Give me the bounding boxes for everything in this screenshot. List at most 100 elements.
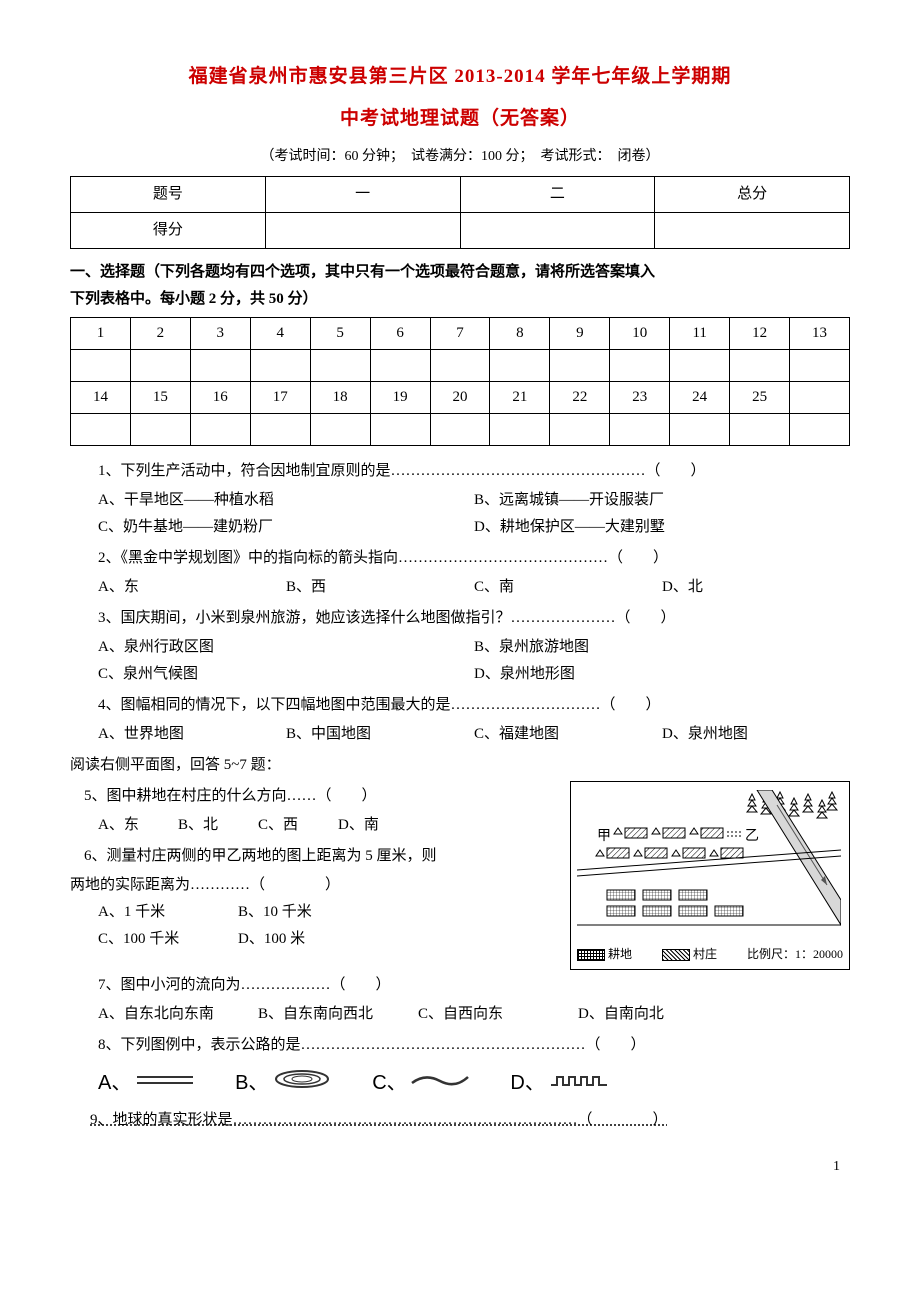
figure-left-text: 5、图中耕地在村庄的什么方向……（ ） A、东 B、北 C、西 D、南 6、测量… xyxy=(70,781,562,957)
ag-10: 10 xyxy=(610,317,670,349)
answer-grid: 1 2 3 4 5 6 7 8 9 10 11 12 13 14 15 16 1… xyxy=(70,317,850,446)
score-row-label: 得分 xyxy=(71,212,266,248)
ag-24: 24 xyxy=(670,381,730,413)
section-1-header-l2: 下列表格中。每小题 2 分，共 50 分） xyxy=(70,291,318,307)
q2-stem: 2、《黑金中学规划图》中的指向标的箭头指向……………………………………（ ） xyxy=(70,545,850,572)
ag-2: 2 xyxy=(130,317,190,349)
score-cell-3 xyxy=(655,212,850,248)
ag-3: 3 xyxy=(190,317,250,349)
scale-label: 比例尺：1：20000 xyxy=(747,944,843,966)
q4-b: B、中国地图 xyxy=(286,721,474,748)
ag-blank xyxy=(790,381,850,413)
q7-stem: 7、图中小河的流向为………………（ ） xyxy=(70,972,850,999)
q8-stem: 8、下列图例中，表示公路的是…………………………………………………（ ） xyxy=(70,1032,850,1059)
river-symbol-icon xyxy=(410,1071,470,1089)
q1-d: D、耕地保护区——大建别墅 xyxy=(474,514,850,541)
q6-a: A、1 千米 xyxy=(98,899,238,926)
exam-info: （考试时间：60 分钟； 试卷满分：100 分； 考试形式： 闭卷） xyxy=(70,144,850,169)
ag-7: 7 xyxy=(430,317,490,349)
q8-a-label: A、 xyxy=(98,1072,131,1094)
q2-b: B、西 xyxy=(286,574,474,601)
q5-a: A、东 xyxy=(98,812,178,839)
q9-stem: 9、地球的真实形状是……………………………………………………………（ ） xyxy=(70,1107,668,1134)
q1-stem: 1、下列生产活动中，符合因地制宜原则的是……………………………………………（ ） xyxy=(70,458,850,485)
q4-c: C、福建地图 xyxy=(474,721,662,748)
lake-symbol-icon xyxy=(272,1069,332,1089)
wall-symbol-icon xyxy=(549,1071,609,1089)
ag-18: 18 xyxy=(310,381,370,413)
q3-a: A、泉州行政区图 xyxy=(98,634,474,661)
title-line-2: 中考试地理试题（无答案） xyxy=(70,102,850,136)
q3-b: B、泉州旅游地图 xyxy=(474,634,850,661)
q6-stem-l2: 两地的实际距离为…………（ ） xyxy=(70,872,562,899)
q6-options: A、1 千米 B、10 千米 C、100 千米 D、100 米 xyxy=(70,899,562,953)
cultivated-blocks xyxy=(607,890,743,916)
ag-6: 6 xyxy=(370,317,430,349)
ag-13: 13 xyxy=(790,317,850,349)
q2-a: A、东 xyxy=(98,574,286,601)
section-1-header-l1: 一、选择题（下列各题均有四个选项，其中只有一个选项最符合题意，请将所选答案填入 xyxy=(70,264,655,280)
section-1-header: 一、选择题（下列各题均有四个选项，其中只有一个选项最符合题意，请将所选答案填入 … xyxy=(70,259,850,313)
ag-14: 14 xyxy=(71,381,131,413)
answer-row-1-nums: 1 2 3 4 5 6 7 8 9 10 11 12 13 xyxy=(71,317,850,349)
ag-22: 22 xyxy=(550,381,610,413)
answer-row-1-blank xyxy=(71,349,850,381)
q7-d: D、自南向北 xyxy=(578,1001,738,1028)
legend-cultivated: 耕地 xyxy=(608,947,632,961)
ag-25: 25 xyxy=(730,381,790,413)
q6-stem-l1: 6、测量村庄两侧的甲乙两地的图上距离为 5 厘米，则 xyxy=(70,843,562,870)
ag-9: 9 xyxy=(550,317,610,349)
q2-d: D、北 xyxy=(662,574,850,601)
q2-options: A、东 B、西 C、南 D、北 xyxy=(70,574,850,601)
q3-stem: 3、国庆期间，小米到泉州旅游，她应该选择什么地图做指引？…………………（ ） xyxy=(70,605,850,632)
q1-options: A、干旱地区——种植水稻 B、远离城镇——开设服装厂 C、奶牛基地——建奶粉厂 … xyxy=(70,487,850,541)
ag-15: 15 xyxy=(130,381,190,413)
ag-20: 20 xyxy=(430,381,490,413)
label-jia: 甲 xyxy=(597,829,611,844)
map-legend: 耕地 村庄 比例尺：1：20000 xyxy=(577,944,843,966)
q3-c: C、泉州气候图 xyxy=(98,661,474,688)
title-line-1: 福建省泉州市惠安县第三片区 2013-2014 学年七年级上学期期 xyxy=(70,60,850,94)
q8-b-label: B、 xyxy=(235,1072,268,1094)
q3-options: A、泉州行政区图 B、泉州旅游地图 C、泉州气候图 D、泉州地形图 xyxy=(70,634,850,688)
q8-symbols: A、 B、 C、 D、 xyxy=(70,1065,850,1101)
ag-23: 23 xyxy=(610,381,670,413)
ag-8: 8 xyxy=(490,317,550,349)
q6-c: C、100 千米 xyxy=(98,926,238,953)
q5-b: B、北 xyxy=(178,812,258,839)
q5-c: C、西 xyxy=(258,812,338,839)
score-cell-2 xyxy=(460,212,655,248)
q1-c: C、奶牛基地——建奶粉厂 xyxy=(98,514,474,541)
q1-a: A、干旱地区——种植水稻 xyxy=(98,487,474,514)
score-cell-1 xyxy=(265,212,460,248)
q5-options: A、东 B、北 C、西 D、南 xyxy=(70,812,562,839)
village-row-2 xyxy=(596,848,743,858)
ag-16: 16 xyxy=(190,381,250,413)
village-row-1: 甲 乙 xyxy=(597,828,759,844)
q7-b: B、自东南向西北 xyxy=(258,1001,418,1028)
intro-5-7: 阅读右侧平面图，回答 5~7 题： xyxy=(70,752,850,779)
page-number: 1 xyxy=(70,1154,850,1179)
q7-options: A、自东北向东南 B、自东南向西北 C、自西向东 D、自南向北 xyxy=(70,1001,850,1028)
q7-c: C、自西向东 xyxy=(418,1001,578,1028)
q6-d: D、100 米 xyxy=(238,926,378,953)
ag-1: 1 xyxy=(71,317,131,349)
ag-21: 21 xyxy=(490,381,550,413)
ag-5: 5 xyxy=(310,317,370,349)
q5-stem: 5、图中耕地在村庄的什么方向……（ ） xyxy=(70,783,562,810)
q7-a: A、自东北向东南 xyxy=(98,1001,258,1028)
label-yi: 乙 xyxy=(745,828,759,844)
answer-row-2-blank xyxy=(71,413,850,445)
score-table: 题号 一 二 总分 得分 xyxy=(70,176,850,249)
score-th-2: 二 xyxy=(460,176,655,212)
q4-stem: 4、图幅相同的情况下，以下四幅地图中范围最大的是…………………………（ ） xyxy=(70,692,850,719)
road-symbol-icon xyxy=(135,1071,195,1089)
q6-b: B、10 千米 xyxy=(238,899,378,926)
q8-d-label: D、 xyxy=(510,1072,544,1094)
map-figure: 甲 乙 xyxy=(570,781,850,971)
figure-block: 5、图中耕地在村庄的什么方向……（ ） A、东 B、北 C、西 D、南 6、测量… xyxy=(70,781,850,971)
ag-17: 17 xyxy=(250,381,310,413)
score-th-0: 题号 xyxy=(71,176,266,212)
q1-b: B、远离城镇——开设服装厂 xyxy=(474,487,850,514)
village-icon xyxy=(662,949,690,961)
